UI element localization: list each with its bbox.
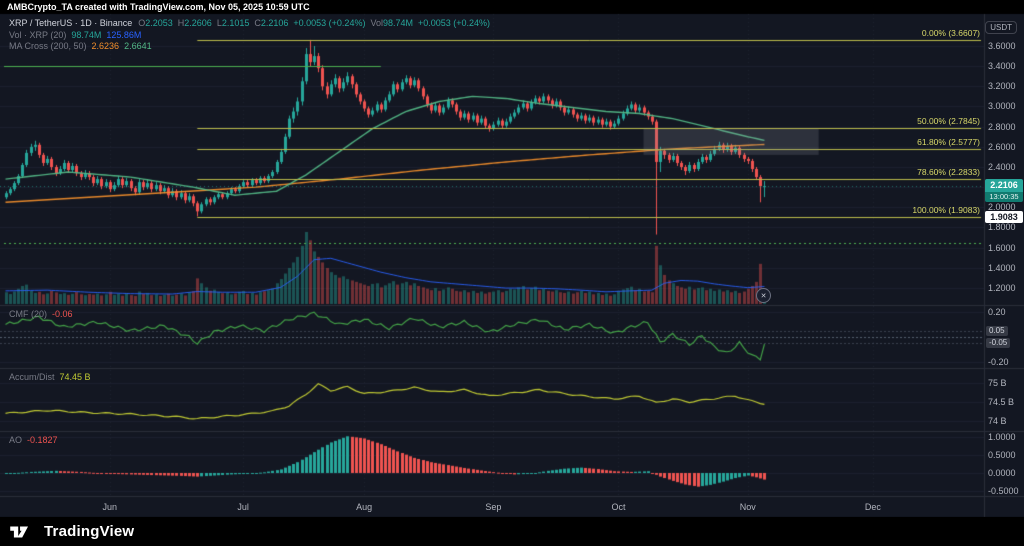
time-axis-label: Aug (356, 502, 373, 512)
last-price-tag: 2.2106 13:00:35 (985, 179, 1023, 203)
fib-level-price-tag: 1.9083 (985, 210, 1023, 223)
time-axis-label: Dec (864, 502, 881, 512)
attribution-text: AMBCrypto_TA created with TradingView.co… (7, 2, 310, 12)
tradingview-logo-icon[interactable] (9, 524, 36, 540)
last-price-value: 2.2106 (985, 179, 1023, 193)
accdist-value: 74.45 B (59, 372, 91, 382)
symbol-title[interactable]: XRP / TetherUS · 1D · Binance (9, 18, 133, 28)
volume-label: Vol (370, 18, 383, 28)
ma50-value: 2.6641 (124, 41, 152, 51)
close-value: 2.2106 (260, 18, 289, 28)
ohlc-legend-row: XRP / TetherUS · 1D · Binance O2.2053 H2.2… (9, 18, 495, 28)
high-value: 2.2606 (184, 18, 212, 28)
cmf-title[interactable]: CMF (20) (9, 309, 47, 319)
high-label: H (177, 18, 185, 28)
accdist-title[interactable]: Accum/Dist (9, 372, 55, 382)
low-label: L (216, 18, 222, 28)
accdist-legend-row: Accum/Dist 74.45 B (9, 372, 91, 382)
open-label: O (138, 18, 146, 28)
time-axis-label: Oct (611, 502, 626, 512)
open-value: 2.2053 (145, 18, 173, 28)
ao-legend-row: AO -0.1827 (9, 435, 58, 445)
time-axis-label: Nov (739, 502, 756, 512)
time-axis-label: Sep (485, 502, 502, 512)
currency-toggle-usdt[interactable]: USDT (985, 21, 1017, 34)
cmf-value: -0.06 (52, 309, 73, 319)
low-value: 2.1015 (221, 18, 250, 28)
brand-name[interactable]: TradingView (44, 523, 135, 540)
last-bar-marker-icon: ✕ (756, 288, 771, 303)
ma-cross-legend-row: MA Cross (200, 50) 2.6236 2.6641 (9, 41, 157, 51)
volume-change-value: +0.0053 (+0.24%) (418, 18, 491, 28)
volume-ma-value: 125.86M (106, 30, 142, 40)
ma200-value: 2.6236 (91, 41, 120, 51)
attribution-bar: AMBCrypto_TA created with TradingView.co… (0, 0, 1024, 14)
ao-value: -0.1827 (27, 435, 58, 445)
volume-indicator-title[interactable]: Vol · XRP (20) (9, 30, 67, 40)
change-value: +0.0053 (+0.24%) (293, 18, 366, 28)
close-label: C (254, 18, 261, 28)
volume-indicator-value: 98.74M (71, 30, 102, 40)
volume-value: 98.74M (382, 18, 413, 28)
ma-cross-title[interactable]: MA Cross (200, 50) (9, 41, 87, 51)
bar-countdown-timer: 13:00:35 (985, 192, 1023, 203)
ao-title[interactable]: AO (9, 435, 23, 445)
time-axis[interactable]: Jun Jul Aug Sep Oct Nov Dec (0, 498, 984, 515)
time-axis-label: Jul (237, 502, 249, 512)
footer-bar: TradingView (0, 517, 1024, 546)
time-axis-label: Jun (102, 502, 118, 512)
volume-indicator-legend-row: Vol · XRP (20) 98.74M 125.86M (9, 30, 146, 40)
cmf-legend-row: CMF (20) -0.06 (9, 309, 73, 319)
